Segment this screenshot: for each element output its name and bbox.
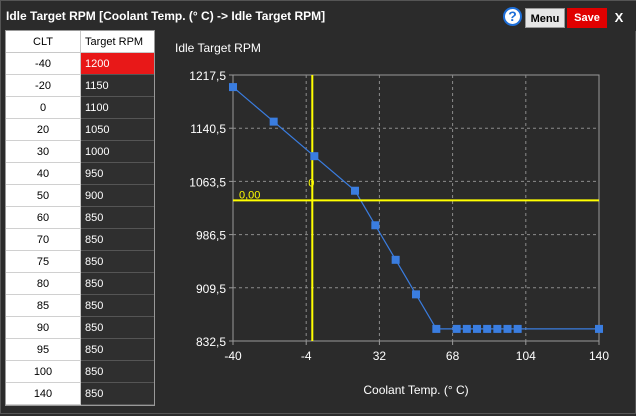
y-tick-label: 1140,5	[190, 122, 226, 136]
plot-frame	[232, 74, 600, 342]
table-row: 70 850	[6, 229, 154, 251]
data-point[interactable]	[462, 324, 471, 333]
target-rpm-cell[interactable]: 1050	[81, 119, 154, 141]
clt-cell[interactable]: 50	[6, 185, 81, 207]
crosshair-x-label: 0	[308, 177, 314, 189]
clt-cell[interactable]: -40	[6, 53, 81, 75]
chart-title: Idle Target RPM	[175, 41, 261, 55]
target-rpm-cell[interactable]: 850	[81, 229, 154, 251]
table-row: 40 950	[6, 163, 154, 185]
y-tick-label: 1217,5	[189, 69, 226, 83]
x-tick-label: 32	[373, 349, 387, 363]
target-rpm-cell[interactable]: 850	[81, 383, 154, 405]
clt-cell[interactable]: 30	[6, 141, 81, 163]
column-header-target-rpm: Target RPM	[81, 31, 154, 53]
data-point[interactable]	[371, 221, 380, 230]
target-rpm-cell[interactable]: 1200	[81, 53, 154, 75]
table-row: -40 1200	[6, 53, 154, 75]
column-header-clt: CLT	[6, 31, 81, 53]
data-point[interactable]	[391, 255, 400, 264]
y-tick-label: 832,5	[196, 335, 226, 349]
table-row: 75 850	[6, 251, 154, 273]
table-row: 140 850	[6, 383, 154, 405]
clt-cell[interactable]: 0	[6, 97, 81, 119]
data-point[interactable]	[513, 324, 522, 333]
data-point[interactable]	[432, 324, 441, 333]
data-point[interactable]	[229, 83, 237, 92]
data-point[interactable]	[493, 324, 502, 333]
table-row: -20 1150	[6, 75, 154, 97]
target-rpm-cell[interactable]: 1150	[81, 75, 154, 97]
window-title: Idle Target RPM [Coolant Temp. (° C) -> …	[6, 9, 326, 23]
data-point[interactable]	[595, 324, 603, 333]
clt-cell[interactable]: -20	[6, 75, 81, 97]
target-rpm-cell[interactable]: 850	[81, 295, 154, 317]
rpm-curve-chart[interactable]: -40 -4 32 68 104 140 1217,5 1140,5 1063,5 986,5 90…	[161, 30, 633, 411]
clt-cell[interactable]: 40	[6, 163, 81, 185]
data-point[interactable]	[412, 290, 420, 299]
table-row: 90 850	[6, 317, 154, 339]
x-tick-label: -4	[301, 349, 312, 363]
table-header-row: CLT Target RPM	[6, 31, 154, 53]
data-point[interactable]	[310, 152, 319, 161]
data-point[interactable]	[483, 324, 492, 333]
table-row: 0 1100	[6, 97, 154, 119]
target-rpm-cell[interactable]: 850	[81, 251, 154, 273]
table-row: 85 850	[6, 295, 154, 317]
x-axis-label: Coolant Temp. (° C)	[363, 383, 468, 397]
table-row: 50 900	[6, 185, 154, 207]
data-point[interactable]	[452, 324, 461, 333]
data-point[interactable]	[351, 186, 359, 195]
target-rpm-cell[interactable]: 1100	[81, 97, 154, 119]
target-rpm-cell[interactable]: 850	[81, 317, 154, 339]
clt-cell[interactable]: 80	[6, 273, 81, 295]
table-row: 60 850	[6, 207, 154, 229]
target-rpm-cell[interactable]: 950	[81, 163, 154, 185]
data-point[interactable]	[473, 324, 481, 333]
x-tick-label: 140	[589, 349, 609, 363]
title-bar: Idle Target RPM [Coolant Temp. (° C) -> …	[1, 1, 636, 31]
menu-button[interactable]: Menu	[525, 8, 565, 28]
clt-cell[interactable]: 85	[6, 295, 81, 317]
target-rpm-cell[interactable]: 850	[81, 339, 154, 361]
clt-cell[interactable]: 100	[6, 361, 81, 383]
target-rpm-cell[interactable]: 850	[81, 273, 154, 295]
clt-cell[interactable]: 75	[6, 251, 81, 273]
target-rpm-cell[interactable]: 850	[81, 207, 154, 229]
table-row: 100 850	[6, 361, 154, 383]
table-row: 30 1000	[6, 141, 154, 163]
crosshair-y-label: 0,00	[239, 189, 260, 201]
clt-cell[interactable]: 95	[6, 339, 81, 361]
y-tick-label: 1063,5	[189, 175, 226, 189]
table-body: -40 1200 -20 1150 0 1100 20 1050 30 1000 40 950 50 90…	[6, 53, 154, 405]
series-line	[232, 86, 599, 330]
target-rpm-cell[interactable]: 1000	[81, 141, 154, 163]
target-rpm-cell[interactable]: 850	[81, 361, 154, 383]
x-tick-label: 104	[516, 349, 536, 363]
clt-cell[interactable]: 60	[6, 207, 81, 229]
data-point[interactable]	[269, 117, 278, 126]
clt-cell[interactable]: 70	[6, 229, 81, 251]
close-button[interactable]: X	[614, 10, 624, 25]
y-tick-label: 909,5	[196, 282, 226, 296]
clt-cell[interactable]: 20	[6, 119, 81, 141]
clt-cell[interactable]: 90	[6, 317, 81, 339]
save-button[interactable]: Save	[567, 8, 607, 28]
target-rpm-cell[interactable]: 900	[81, 185, 154, 207]
data-point[interactable]	[503, 324, 512, 333]
x-tick-label: -40	[224, 349, 242, 363]
value-table: CLT Target RPM -40 1200 -20 1150 0 1100 20 1050…	[5, 30, 155, 406]
x-tick-label: 68	[446, 349, 460, 363]
table-row: 20 1050	[6, 119, 154, 141]
chart-panel: -40 -4 32 68 104 140 1217,5 1140,5 1063,5 986,5 90…	[161, 30, 633, 411]
clt-cell[interactable]: 140	[6, 383, 81, 405]
table-row: 80 850	[6, 273, 154, 295]
help-icon[interactable]: ?	[503, 7, 522, 26]
y-tick-label: 986,5	[196, 229, 226, 243]
table-row: 95 850	[6, 339, 154, 361]
